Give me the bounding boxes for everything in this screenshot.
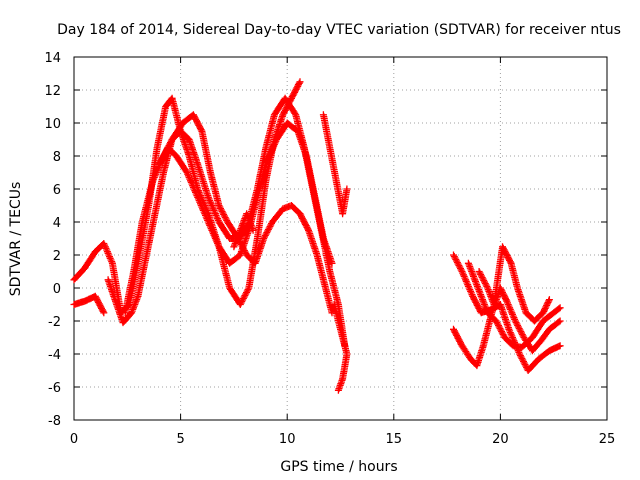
- y-tick-label: -2: [48, 315, 61, 330]
- tick-labels: 0 5 10 15 20 25 -8 -6 -4 -2 0 2 4 6 8 10 12 14: [44, 51, 615, 447]
- y-tick-label: 2: [53, 249, 61, 264]
- x-tick-label: 5: [176, 432, 184, 447]
- y-tick-label: -4: [48, 348, 61, 363]
- chart-title: Day 184 of 2014, Sidereal Day-to-day VTE…: [57, 22, 621, 38]
- x-tick-label: 25: [599, 432, 616, 447]
- x-tick-label: 10: [279, 432, 296, 447]
- y-tick-label: 6: [53, 183, 61, 198]
- y-tick-label: 4: [53, 216, 61, 231]
- plus-markers: [464, 259, 564, 351]
- x-axis-label: GPS time / hours: [280, 459, 397, 475]
- plus-markers: [70, 78, 304, 317]
- plus-markers: [330, 301, 351, 394]
- y-tick-label: 12: [44, 84, 61, 99]
- axis-ticks: [73, 56, 608, 421]
- plot-frame: [73, 56, 608, 421]
- x-tick-label: 15: [386, 432, 403, 447]
- series-track-8: [230, 210, 257, 251]
- y-tick-label: 14: [44, 51, 61, 66]
- plus-markers: [319, 111, 351, 218]
- y-tick-label: 0: [53, 282, 61, 297]
- y-tick-label: -6: [48, 381, 61, 396]
- plus-markers: [475, 243, 553, 325]
- x-tick-label: 20: [492, 432, 509, 447]
- x-tick-label: 0: [70, 432, 78, 447]
- series-track-6: [319, 111, 351, 218]
- series-track-1: [70, 78, 304, 317]
- series-track-2: [70, 292, 108, 317]
- series-track-7: [330, 301, 351, 394]
- y-tick-label: 8: [53, 150, 61, 165]
- data-markers: [70, 78, 564, 394]
- y-axis-label: SDTVAR / TECUs: [8, 182, 24, 297]
- plus-markers: [70, 292, 108, 317]
- series-track-12: [475, 243, 553, 325]
- series-track-4: [121, 111, 336, 317]
- plus-markers: [230, 210, 257, 251]
- plus-markers: [121, 111, 336, 317]
- y-tick-label: 10: [44, 117, 61, 132]
- y-tick-label: -8: [48, 414, 61, 429]
- series-track-11: [464, 259, 564, 351]
